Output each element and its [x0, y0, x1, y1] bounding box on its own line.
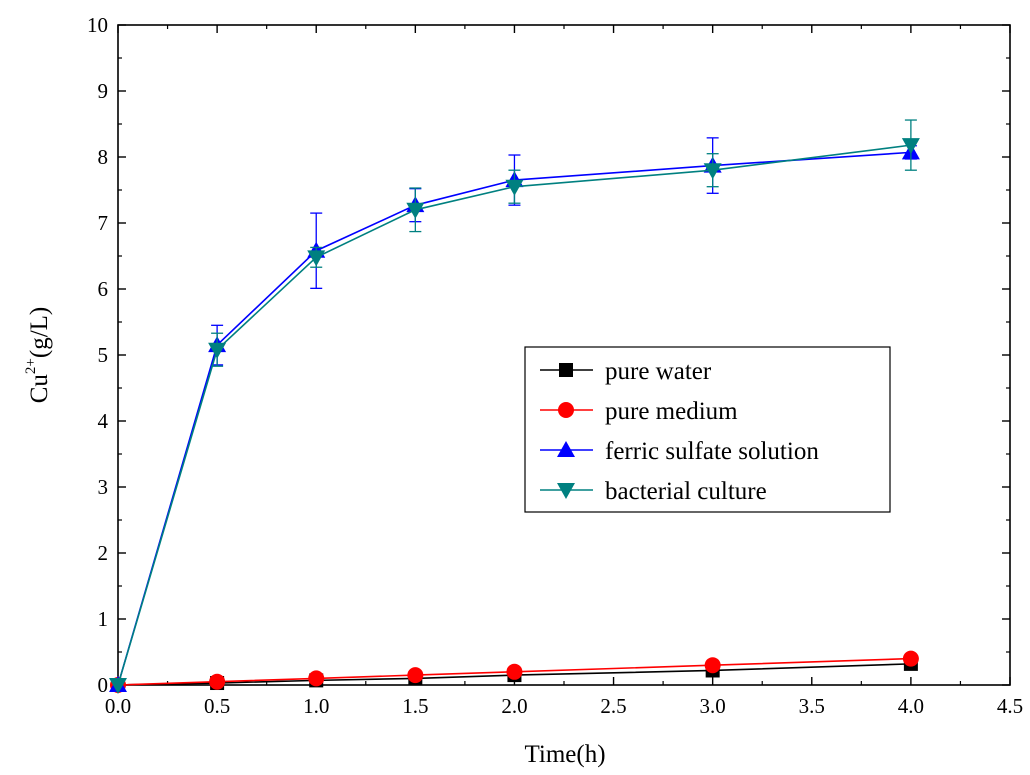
legend-marker: [558, 402, 574, 418]
y-tick-label: 9: [98, 79, 109, 103]
x-tick-label: 1.0: [303, 694, 329, 718]
legend-label: pure water: [605, 358, 712, 385]
x-tick-label: 3.5: [799, 694, 825, 718]
y-axis-title: Cu2+(g/L): [23, 307, 53, 404]
y-tick-label: 3: [98, 475, 109, 499]
data-point: [506, 664, 522, 680]
x-tick-label: 3.0: [700, 694, 726, 718]
data-point: [903, 651, 919, 667]
y-tick-label: 8: [98, 145, 109, 169]
legend-label: bacterial culture: [605, 478, 767, 505]
x-tick-label: 0.5: [204, 694, 230, 718]
y-tick-label: 2: [98, 541, 109, 565]
series-pure-medium: [110, 651, 919, 693]
data-point: [705, 657, 721, 673]
y-tick-label: 1: [98, 607, 109, 631]
legend-label: ferric sulfate solution: [605, 438, 819, 465]
y-tick-label: 10: [87, 13, 108, 37]
x-tick-label: 1.5: [402, 694, 428, 718]
y-tick-label: 5: [98, 343, 109, 367]
x-tick-label: 2.0: [501, 694, 527, 718]
y-tick-label: 7: [98, 211, 109, 235]
x-tick-label: 0.0: [105, 694, 131, 718]
y-tick-label: 4: [98, 409, 109, 433]
data-point: [209, 674, 225, 690]
x-tick-label: 4.0: [898, 694, 924, 718]
y-tick-label: 6: [98, 277, 109, 301]
legend-label: pure medium: [605, 398, 738, 425]
x-tick-label: 4.5: [997, 694, 1023, 718]
x-axis-title: Time(h): [524, 741, 605, 768]
data-point: [308, 670, 324, 686]
legend-marker: [559, 363, 573, 377]
data-point: [407, 667, 423, 683]
x-tick-label: 2.5: [600, 694, 626, 718]
y-tick-label: 0: [98, 673, 109, 697]
